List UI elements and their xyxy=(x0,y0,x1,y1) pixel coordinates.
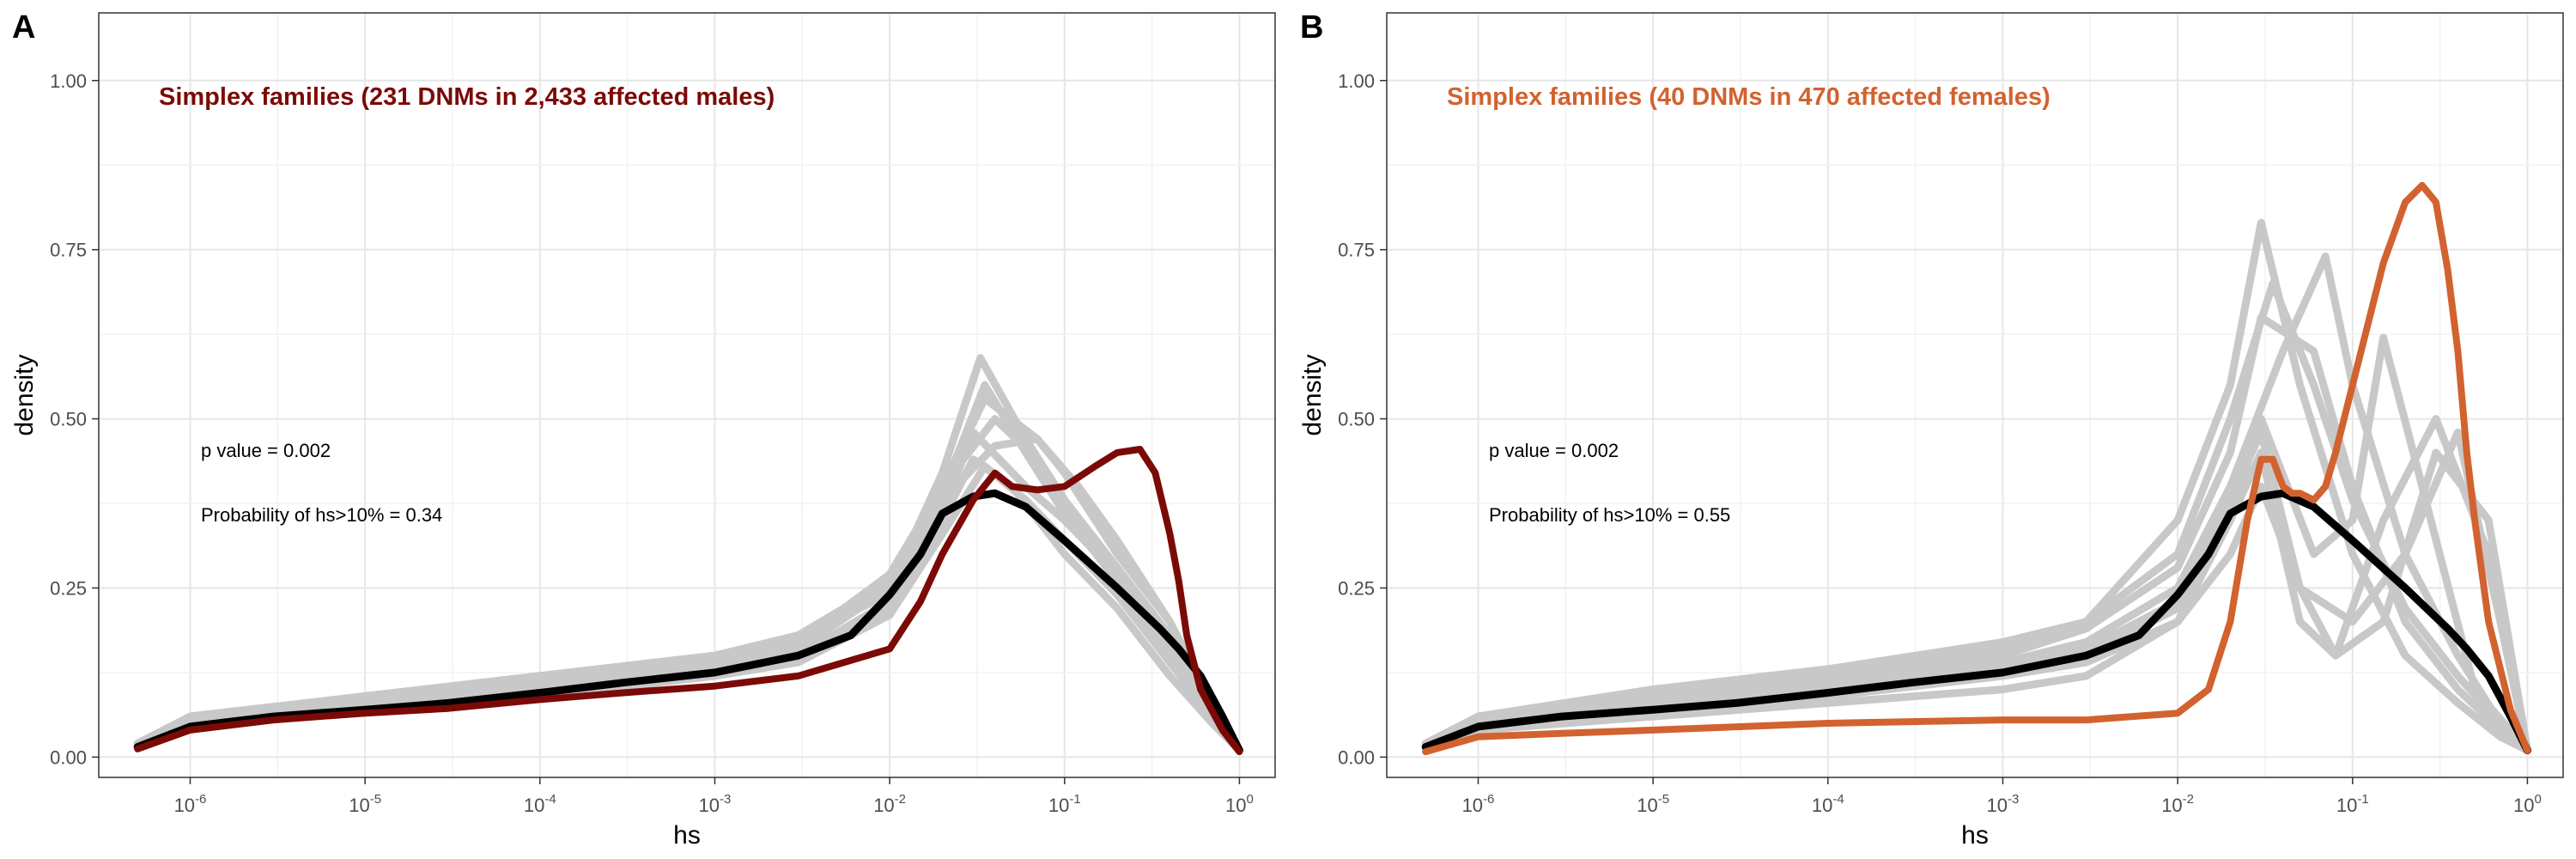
panel-b-x-tick-label: 10-2 xyxy=(2161,792,2194,816)
panel-b-observed-line xyxy=(1422,181,2531,756)
panel-a-y-tick-label: 0.25 xyxy=(50,577,87,599)
panel-b-null-curve xyxy=(1421,279,2531,754)
panel-a-x-tick-label: 10-1 xyxy=(1048,792,1081,816)
panel-b-tag: B xyxy=(1300,9,1323,46)
panel-b-x-tick-label: 10-5 xyxy=(1637,792,1669,816)
panel-a-mean-curve xyxy=(133,489,1243,754)
panel-b-y-tick-label: 0.00 xyxy=(1338,746,1375,768)
panel-a-title: Simplex families (231 DNMs in 2,433 affe… xyxy=(159,83,775,111)
panel-b-probability: Probability of hs>10% = 0.55 xyxy=(1489,504,1730,526)
panel-a-axes: 10-6 10-5 10-4 10-3 10-2 10-1 100 0.00 0.25 0.50 0… xyxy=(50,70,1254,816)
panel-a-x-axis-label: hs xyxy=(673,821,701,850)
panel-a-y-tick-label: 0.75 xyxy=(50,240,87,261)
panel-b-x-tick-label: 10-4 xyxy=(1812,792,1844,816)
panel-a-x-tick-label: 10-3 xyxy=(699,792,732,816)
panel-a-y-tick-label: 1.00 xyxy=(50,70,87,92)
panel-a-x-tick-label: 100 xyxy=(1225,792,1254,816)
panel-a-observed-line xyxy=(134,446,1243,756)
panel-b-mean-line xyxy=(1421,489,2531,754)
panel-b-null-curve xyxy=(1421,313,2531,754)
panel-a-tag: A xyxy=(12,9,35,46)
panel-a-y-tick-label: 0.00 xyxy=(50,746,87,768)
panel-b: B 10-6 10-5 10-4 10-3 10-2 10-1 100 0.00 0.25 0.5… xyxy=(1298,9,2564,850)
panel-b-axes: 10-6 10-5 10-4 10-3 10-2 10-1 100 0.00 0.25 0.50 0… xyxy=(1338,70,2542,816)
panel-a-null-curve xyxy=(133,381,1243,754)
panel-a-observed-curve xyxy=(134,446,1243,756)
panel-a-x-tick-label: 10-4 xyxy=(524,792,556,816)
panel-a-x-tick-label: 10-2 xyxy=(873,792,906,816)
panel-b-mean-curve xyxy=(1421,489,2531,754)
panel-b-x-tick-label: 10-1 xyxy=(2336,792,2369,816)
panel-a-x-tick-label: 10-6 xyxy=(174,792,207,816)
panel-a-y-axis-label: density xyxy=(10,354,39,436)
panel-a-probability: Probability of hs>10% = 0.34 xyxy=(201,504,442,526)
panel-a-p-value: p value = 0.002 xyxy=(201,440,331,461)
panel-b-x-tick-label: 100 xyxy=(2513,792,2542,816)
panel-b-observed-curve xyxy=(1422,181,2531,756)
panel-b-title: Simplex families (40 DNMs in 470 affecte… xyxy=(1447,83,2050,111)
panel-b-y-tick-label: 0.75 xyxy=(1338,240,1375,261)
panel-b-x-tick-label: 10-3 xyxy=(1987,792,2020,816)
panel-a-x-tick-label: 10-5 xyxy=(349,792,381,816)
panel-b-y-axis-label: density xyxy=(1298,354,1327,436)
panel-b-border xyxy=(1386,12,2564,778)
panel-b-y-tick-label: 0.25 xyxy=(1338,577,1375,599)
panel-b-y-tick-label: 0.50 xyxy=(1338,409,1375,430)
panel-b-y-tick-label: 1.00 xyxy=(1338,70,1375,92)
panel-a: A 10-6 10-5 10-4 10-3 10-2 10-1 100 0.00 0.25 0.5… xyxy=(10,9,1276,850)
panel-b-null-curve xyxy=(1421,428,2531,754)
panel-b-x-tick-label: 10-6 xyxy=(1462,792,1495,816)
panel-a-y-tick-label: 0.50 xyxy=(50,409,87,430)
panel-b-x-axis-label: hs xyxy=(1961,821,1989,850)
panel-a-mean-line xyxy=(133,489,1243,754)
panel-b-p-value: p value = 0.002 xyxy=(1489,440,1619,461)
panel-a-border xyxy=(98,12,1276,778)
